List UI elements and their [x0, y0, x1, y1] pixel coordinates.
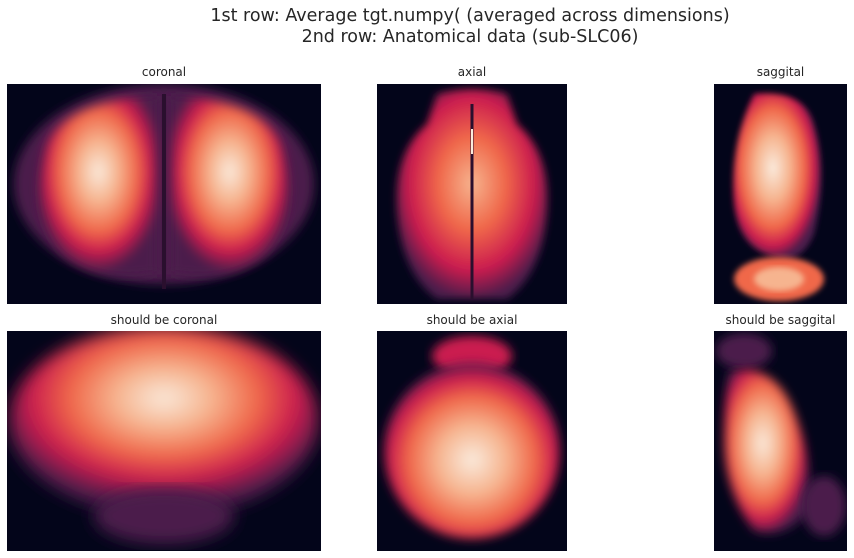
- figure-title-line-1: 1st row: Average tgt.numpy( (averaged ac…: [210, 6, 730, 26]
- panel-title: should be axial: [426, 313, 518, 327]
- brain-image-coronal: [7, 84, 321, 304]
- panel-bottom-axial: should be axial: [377, 313, 567, 551]
- panel-title: coronal: [141, 65, 187, 79]
- panel-title: should be saggital: [725, 313, 836, 327]
- brain-image-saggital: [714, 84, 847, 304]
- figure-title-line-2: 2nd row: Anatomical data (sub-SLC06): [301, 27, 639, 47]
- panel-top-saggital: saggital: [714, 65, 847, 305]
- panel-title: should be coronal: [110, 313, 218, 327]
- anatomical-image-axial: [377, 331, 567, 551]
- panel-top-coronal: coronal: [7, 65, 321, 305]
- figure-title: 1st row: Average tgt.numpy( (averaged ac…: [0, 6, 854, 48]
- panel-bottom-coronal: should be coronal: [7, 313, 321, 551]
- anatomical-image-coronal: [7, 331, 321, 551]
- anatomical-image-saggital: [714, 331, 847, 551]
- panel-top-axial: axial: [377, 65, 567, 305]
- brain-image-axial: [377, 84, 567, 304]
- panel-bottom-saggital: should be saggital: [714, 313, 847, 551]
- panel-title: saggital: [756, 65, 805, 79]
- panel-title: axial: [457, 65, 487, 79]
